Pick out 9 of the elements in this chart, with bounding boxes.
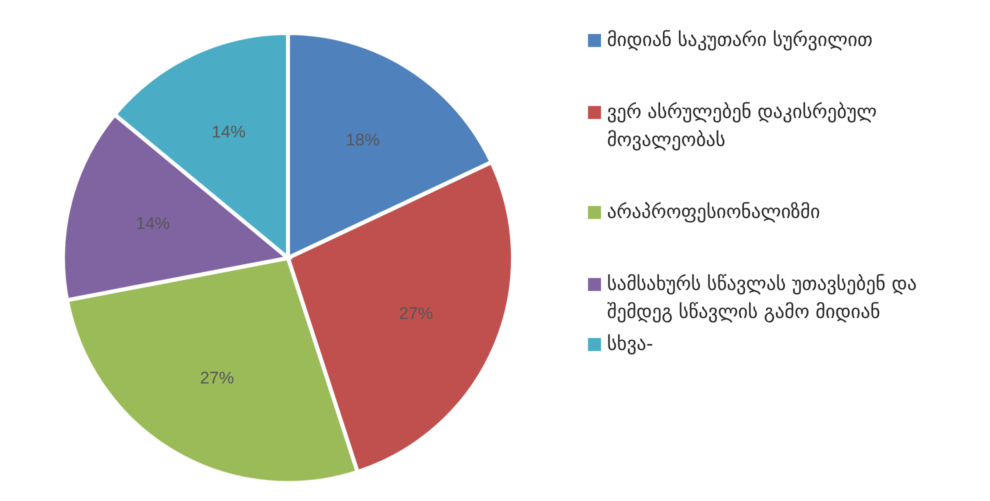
data-label: 14% (212, 122, 246, 142)
data-label: 27% (399, 304, 434, 323)
legend-label: ვერ ასრულებენ დაკისრებულ მოვალეობას (607, 100, 878, 153)
legend-label: მიდიან საკუთარი სურვილით (607, 28, 874, 53)
data-label: 14% (136, 214, 170, 233)
legend-label: სხვა- (607, 332, 654, 357)
legend-label: არაპროფესიონალიზმი (607, 200, 822, 225)
data-label: 18% (346, 130, 380, 150)
data-label: 27% (200, 368, 234, 388)
